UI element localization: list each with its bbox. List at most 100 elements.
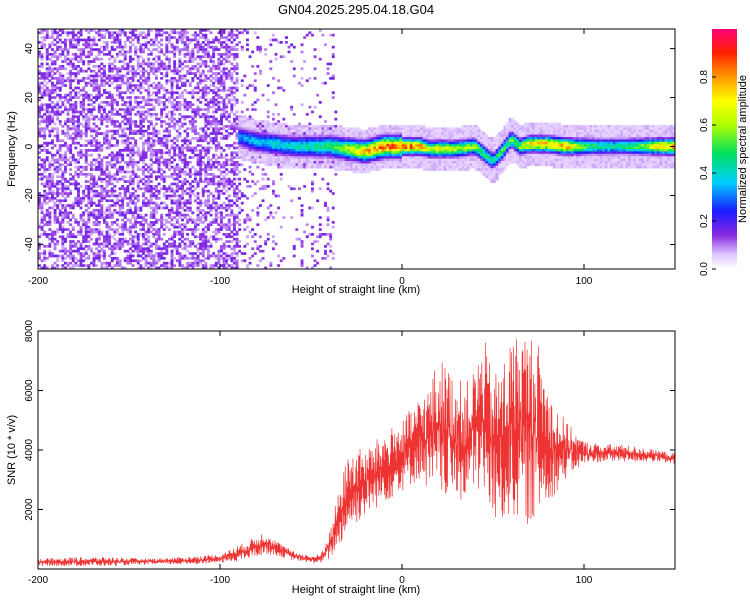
heatmap-cell: [90, 60, 93, 63]
heatmap-cell: [110, 113, 114, 116]
heatmap-cell: [188, 216, 192, 219]
heatmap-cell: [214, 216, 218, 219]
heatmap-cell: [136, 86, 140, 90]
heatmap-cell: [214, 48, 218, 51]
heatmap-cell: [157, 91, 161, 95]
heatmap-cell: [173, 137, 177, 140]
heatmap-cell: [71, 201, 75, 205]
heatmap-cell: [40, 149, 44, 152]
heatmap-cell: [103, 187, 106, 191]
heatmap-cell: [279, 41, 283, 44]
heatmap-cell: [121, 134, 125, 138]
heatmap-cell: [201, 89, 205, 92]
heatmap-cell: [77, 199, 80, 203]
heatmap-cell: [129, 146, 132, 150]
heatmap-cell: [230, 182, 234, 186]
heatmap-cell: [188, 91, 192, 95]
heatmap-cell: [147, 103, 151, 107]
heatmap-cell: [121, 53, 125, 56]
heatmap-cell: [108, 233, 112, 236]
heatmap-cell: [295, 144, 299, 147]
heatmap-cell: [82, 77, 86, 80]
heatmap-cell: [227, 158, 231, 162]
heatmap-cell: [58, 144, 62, 147]
heatmap-cell: [53, 91, 57, 95]
heatmap-cell: [212, 103, 216, 107]
heatmap-cell: [134, 223, 138, 227]
heatmap-cell: [56, 206, 60, 210]
heatmap-cell: [100, 209, 104, 212]
heatmap-cell: [155, 153, 158, 157]
heatmap-cell: [74, 115, 78, 119]
heatmap-cell: [181, 170, 184, 174]
heatmap-cell: [69, 31, 73, 35]
heatmap-cell: [118, 50, 122, 54]
heatmap-cell: [105, 43, 109, 47]
heatmap-cell: [58, 158, 62, 162]
heatmap-cell: [256, 122, 260, 126]
heatmap-cell: [108, 141, 112, 145]
heatmap-cell: [186, 163, 190, 167]
heatmap-cell: [74, 43, 78, 47]
heatmap-cell: [253, 101, 257, 104]
heatmap-cell: [264, 218, 268, 222]
heatmap-cell: [123, 223, 127, 227]
heatmap-cell: [103, 242, 106, 246]
heatmap-cell: [43, 29, 47, 32]
heatmap-cell: [45, 91, 49, 95]
heatmap-cell: [69, 93, 73, 97]
heatmap-cell: [82, 110, 86, 114]
heatmap-cell: [142, 233, 145, 236]
heatmap-cell: [79, 156, 83, 159]
heatmap-cell: [77, 69, 80, 73]
heatmap-cell: [165, 89, 169, 92]
heatmap-cell: [74, 74, 78, 78]
heatmap-cell: [160, 149, 164, 152]
heatmap-cell: [95, 132, 99, 135]
heatmap-cell: [64, 60, 67, 63]
heatmap-cell: [233, 141, 236, 145]
heatmap-cell: [79, 113, 83, 116]
heatmap-cell: [123, 211, 127, 215]
heatmap-cell: [233, 245, 236, 248]
heatmap-cell: [77, 204, 80, 207]
heatmap-cell: [149, 84, 153, 87]
heatmap-cell: [113, 36, 117, 39]
heatmap-cell: [212, 38, 216, 42]
heatmap-cell: [170, 146, 174, 150]
heatmap-cell: [272, 240, 275, 243]
heatmap-cell: [209, 137, 213, 140]
heatmap-cell: [175, 189, 179, 193]
heatmap-cell: [188, 101, 192, 104]
heatmap-cell: [305, 144, 309, 147]
heatmap-cell: [84, 225, 88, 229]
heatmap-cell: [157, 137, 161, 140]
heatmap-cell: [118, 96, 122, 99]
heatmap-cell: [178, 264, 182, 267]
heatmap-cell: [149, 65, 153, 68]
heatmap-cell: [92, 101, 96, 104]
heatmap-cell: [204, 93, 208, 97]
heatmap-cell: [103, 101, 106, 104]
heatmap-cell: [144, 201, 148, 205]
heatmap-cell: [295, 125, 299, 128]
heatmap-cell: [103, 69, 106, 73]
heatmap-cell: [38, 146, 41, 150]
heatmap-cell: [238, 211, 242, 215]
heatmap-cell: [69, 103, 73, 107]
heatmap-cell: [64, 55, 67, 59]
heatmap-cell: [282, 156, 286, 159]
heatmap-cell: [222, 264, 226, 267]
heatmap-cell: [152, 170, 156, 174]
heatmap-cell: [129, 129, 132, 133]
heatmap-cell: [92, 144, 96, 147]
heatmap-cell: [40, 134, 44, 138]
heatmap-cell: [235, 141, 239, 145]
heatmap-cell: [225, 93, 229, 97]
heatmap-cell: [272, 180, 275, 183]
heatmap-cell: [134, 151, 138, 155]
heatmap-cell: [233, 237, 236, 241]
heatmap-cell: [82, 165, 86, 169]
heatmap-cell: [149, 156, 153, 159]
heatmap-cell: [235, 213, 239, 217]
